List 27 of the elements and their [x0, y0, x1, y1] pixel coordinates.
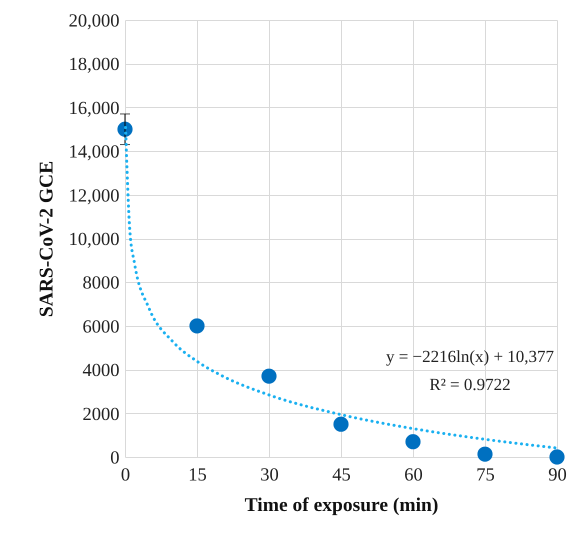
x-tick-label: 30 [260, 466, 279, 486]
x-axis-title: Time of exposure (min) [244, 495, 438, 516]
y-axis-title: SARS-CoV-2 GCE [36, 160, 58, 318]
y-tick-label: 8000 [82, 274, 120, 294]
annotation: y = −2216ln(x) + 10,377 [386, 347, 555, 366]
y-tick-label: 18,000 [68, 55, 120, 76]
point [477, 446, 493, 462]
point [333, 416, 349, 432]
y-tick-label: 2000 [82, 404, 120, 425]
y-tick-label: 4000 [82, 361, 120, 382]
x-tick-label: 45 [332, 466, 351, 486]
y-tick-label: 6000 [82, 317, 120, 338]
point [405, 434, 421, 450]
x-tick-label: 75 [476, 466, 495, 486]
y-tick-label: 0 [110, 448, 120, 468]
y-tick-label: 20,000 [68, 12, 120, 32]
y-tick-label: 16,000 [68, 98, 120, 119]
point [261, 368, 277, 384]
point [189, 318, 205, 334]
x-tick-label: 15 [188, 466, 207, 486]
point [549, 449, 565, 465]
annotation: R² = 0.9722 [429, 375, 511, 394]
x-tick-label: 90 [548, 466, 567, 486]
x-tick-label: 60 [404, 466, 423, 486]
y-tick-label: 14,000 [68, 142, 120, 163]
y-tick-label: 10,000 [68, 230, 120, 250]
y-tick-label: 12,000 [68, 186, 120, 206]
